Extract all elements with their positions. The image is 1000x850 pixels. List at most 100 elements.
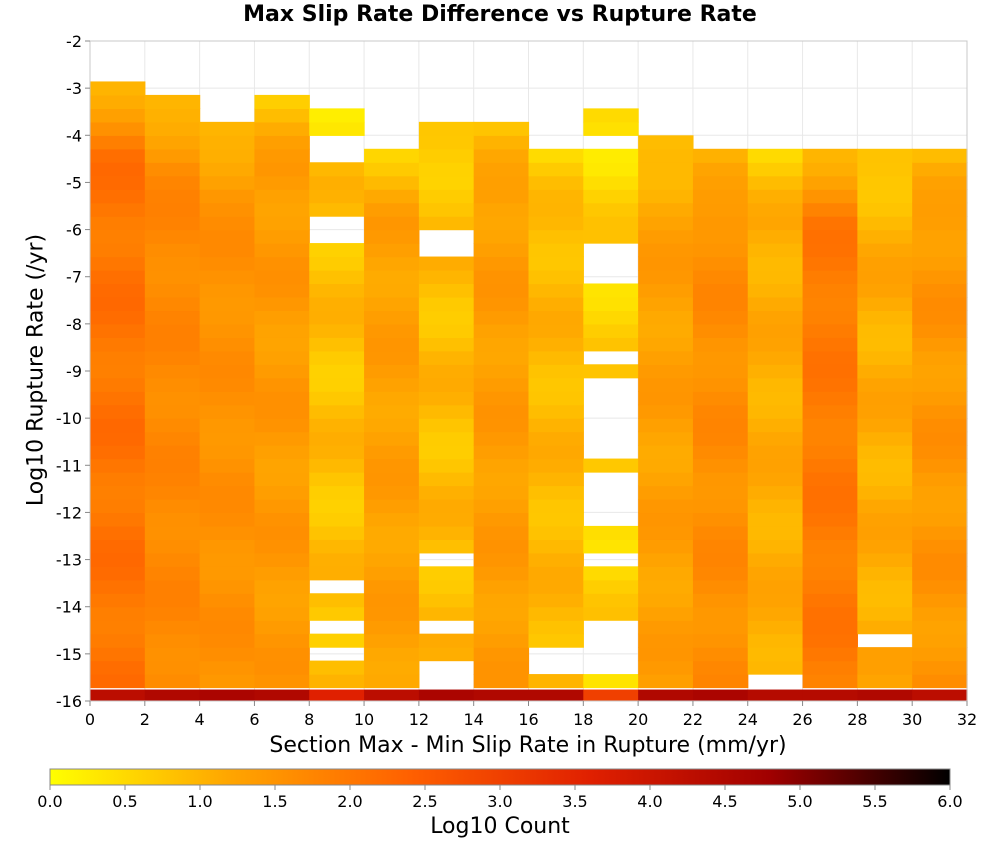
heatmap-cell bbox=[309, 593, 365, 608]
heatmap-cell bbox=[528, 202, 584, 217]
heatmap-cell bbox=[857, 485, 913, 500]
heatmap-cell bbox=[254, 512, 310, 527]
heatmap-cell bbox=[473, 512, 530, 527]
heatmap-cell bbox=[638, 498, 694, 514]
heatmap-cell bbox=[912, 512, 968, 527]
heatmap-cell bbox=[418, 283, 475, 298]
heatmap-cell bbox=[638, 525, 694, 540]
heatmap-cell bbox=[912, 485, 968, 500]
heatmap-cell bbox=[364, 606, 420, 621]
heatmap-cell bbox=[747, 310, 804, 325]
heatmap-cell bbox=[802, 552, 858, 567]
heatmap-cell bbox=[364, 660, 420, 675]
heatmap-cell bbox=[692, 606, 749, 621]
heatmap-cell bbox=[199, 364, 256, 379]
heatmap-cell bbox=[418, 256, 475, 271]
heatmap-cell bbox=[912, 498, 968, 514]
heatmap-cell bbox=[199, 175, 256, 190]
heatmap-cell bbox=[528, 216, 584, 231]
colorbar-ticks: 0.0 0.5 1.0 1.5 2.0 2.5 3.0 3.5 4.0 4.5 5.0 5.5 6.0 bbox=[37, 785, 963, 811]
heatmap-cell bbox=[528, 256, 584, 271]
heatmap-cell bbox=[692, 243, 749, 258]
heatmap-cell bbox=[692, 525, 749, 540]
heatmap-cell bbox=[747, 539, 804, 554]
heatmap-cell bbox=[747, 485, 804, 500]
colorbar-tick-label: 6.0 bbox=[937, 792, 962, 811]
heatmap-cell bbox=[364, 445, 420, 460]
heatmap-cell bbox=[364, 189, 420, 204]
heatmap-cell bbox=[473, 552, 530, 567]
x-tick-label: 24 bbox=[738, 710, 758, 729]
heatmap-cell bbox=[802, 445, 858, 460]
heatmap-cell bbox=[692, 498, 749, 514]
heatmap-cell bbox=[364, 175, 420, 190]
heatmap-cell bbox=[528, 539, 584, 554]
heatmap-cell bbox=[692, 175, 749, 190]
heatmap-cell bbox=[418, 175, 475, 190]
heatmap-cell bbox=[583, 175, 639, 190]
heatmap-cell bbox=[144, 431, 201, 446]
heatmap-cell bbox=[364, 579, 420, 594]
heatmap-cell bbox=[254, 674, 310, 689]
heatmap-cell bbox=[90, 81, 146, 96]
heatmap-cell bbox=[857, 364, 913, 379]
heatmap-cell bbox=[638, 189, 694, 204]
heatmap-cell bbox=[199, 498, 256, 514]
heatmap-cell bbox=[528, 431, 584, 446]
heatmap-cell bbox=[309, 189, 365, 204]
heatmap-cell bbox=[802, 431, 858, 446]
heatmap-cell bbox=[364, 647, 420, 662]
heatmap-cell bbox=[857, 256, 913, 271]
heatmap-cell bbox=[747, 364, 804, 379]
heatmap-cell bbox=[144, 377, 201, 392]
heatmap-cell bbox=[473, 431, 530, 446]
heatmap-cell bbox=[254, 552, 310, 567]
colorbar-tick-label: 4.0 bbox=[637, 792, 662, 811]
heatmap-cell bbox=[144, 633, 201, 648]
heatmap-cell bbox=[912, 189, 968, 204]
heatmap-cell bbox=[912, 243, 968, 258]
heatmap-cell-bottom bbox=[528, 689, 584, 701]
heatmap-cell bbox=[254, 135, 310, 150]
heatmap-cell bbox=[583, 566, 639, 581]
heatmap-cell bbox=[144, 270, 201, 285]
heatmap-cell bbox=[418, 539, 475, 554]
heatmap-cell bbox=[144, 323, 201, 338]
heatmap-cell bbox=[90, 256, 146, 271]
heatmap-cell bbox=[144, 256, 201, 271]
heatmap-cell bbox=[364, 525, 420, 540]
heatmap-cell bbox=[912, 525, 968, 540]
heatmap-cell bbox=[418, 216, 475, 231]
y-tick-label: -6 bbox=[66, 221, 82, 240]
heatmap-cell bbox=[254, 391, 310, 406]
heatmap-cell bbox=[473, 135, 530, 150]
heatmap-cell bbox=[90, 202, 146, 217]
heatmap-cell bbox=[199, 606, 256, 621]
heatmap-cell bbox=[912, 283, 968, 298]
heatmap-cell bbox=[747, 593, 804, 608]
heatmap-cell bbox=[912, 566, 968, 581]
heatmap-cell bbox=[528, 323, 584, 338]
heatmap-cell bbox=[199, 566, 256, 581]
heatmap-cell bbox=[90, 458, 146, 473]
heatmap-cell bbox=[364, 377, 420, 392]
heatmap-cell bbox=[199, 229, 256, 244]
heatmap-cell bbox=[199, 431, 256, 446]
heatmap-cell bbox=[692, 647, 749, 662]
y-tick-label: -7 bbox=[66, 268, 82, 287]
heatmap-cell bbox=[473, 418, 530, 433]
heatmap-cell bbox=[144, 283, 201, 298]
heatmap-cell bbox=[364, 256, 420, 271]
heatmap-cell bbox=[638, 377, 694, 392]
heatmap-cell bbox=[747, 270, 804, 285]
heatmap-cell bbox=[144, 404, 201, 419]
heatmap-cell bbox=[309, 404, 365, 419]
heatmap-cell-bottom bbox=[857, 689, 913, 701]
heatmap-cell bbox=[144, 121, 201, 136]
heatmap-cell bbox=[802, 350, 858, 365]
heatmap-cell bbox=[473, 485, 530, 500]
heatmap-cell bbox=[528, 310, 584, 325]
heatmap-cell bbox=[199, 162, 256, 177]
heatmap-cell bbox=[692, 202, 749, 217]
heatmap-cell bbox=[692, 310, 749, 325]
